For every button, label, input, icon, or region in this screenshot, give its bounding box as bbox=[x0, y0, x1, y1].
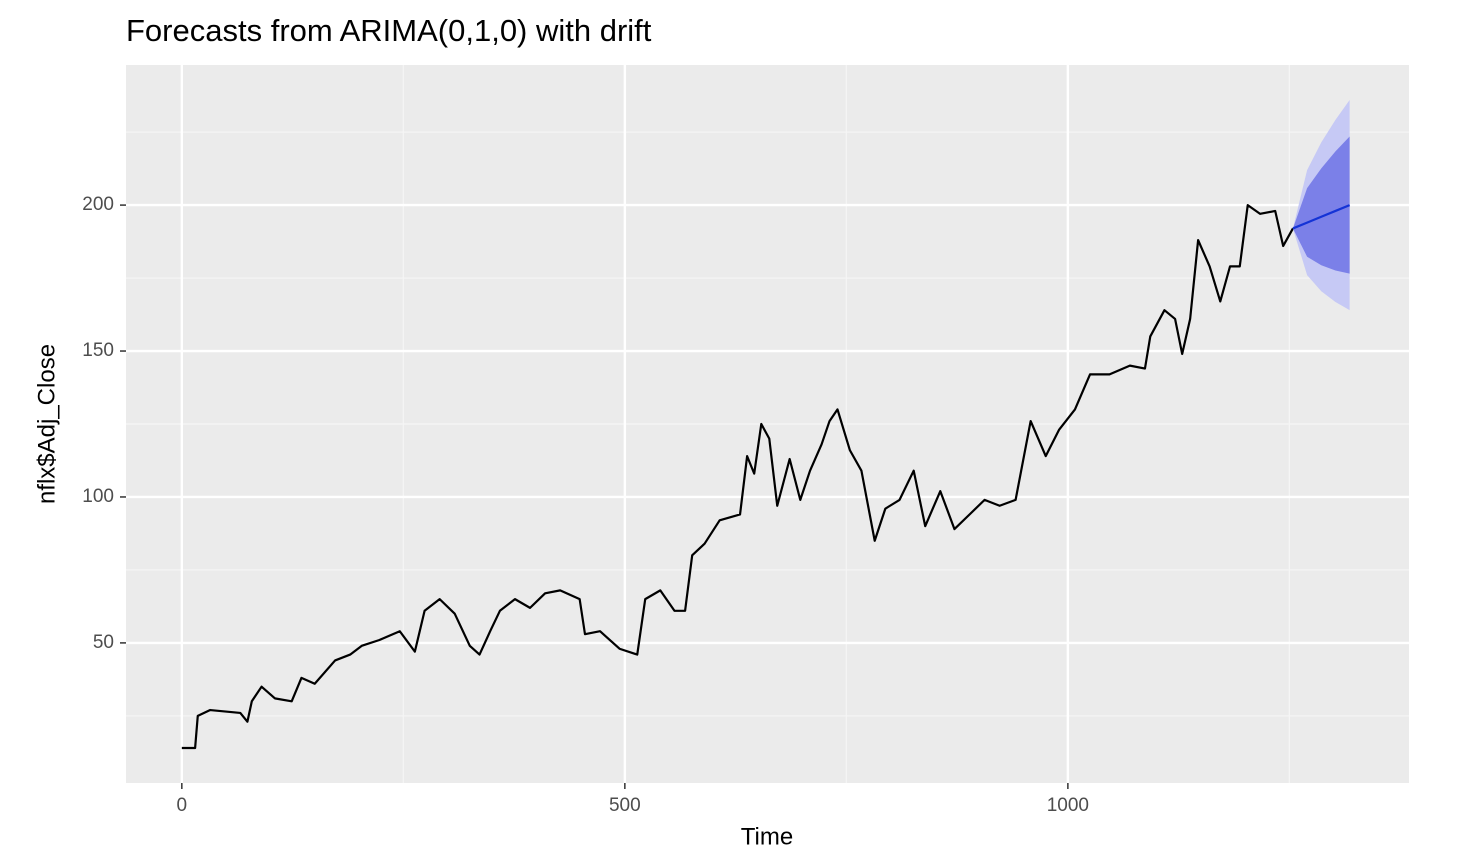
data-line bbox=[181, 203, 1294, 750]
x-axis-label: Time bbox=[741, 823, 793, 850]
x-tick-label: 0 bbox=[177, 795, 188, 816]
forecast-band-80 bbox=[1292, 136, 1350, 274]
y-tick-label: 200 bbox=[82, 194, 114, 215]
chart-title: Forecasts from ARIMA(0,1,0) with drift bbox=[126, 13, 652, 48]
y-tick-label: 150 bbox=[82, 340, 114, 361]
y-tick-label: 50 bbox=[93, 632, 114, 653]
forecast-line bbox=[1292, 204, 1351, 230]
x-tick-label: 500 bbox=[609, 795, 641, 816]
y-axis-label: nflx$Adj_Close bbox=[33, 344, 60, 504]
x-tick-label: 1000 bbox=[1047, 795, 1089, 816]
y-tick-label: 100 bbox=[82, 486, 114, 507]
